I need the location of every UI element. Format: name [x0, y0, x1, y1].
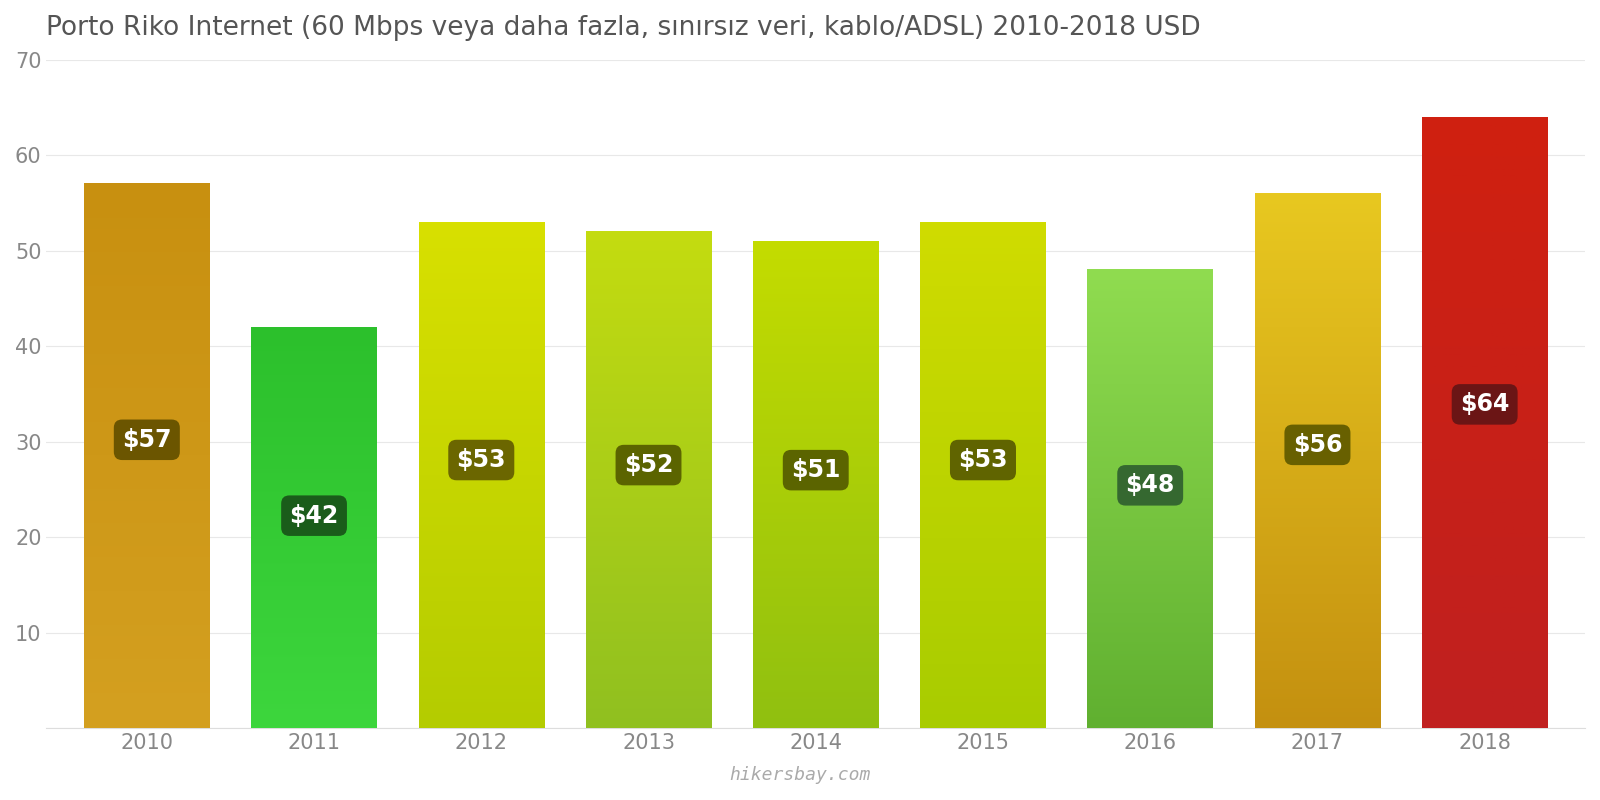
- Text: $42: $42: [290, 504, 339, 528]
- Bar: [419, 222, 544, 728]
- Text: $51: $51: [790, 458, 840, 482]
- Bar: [251, 327, 376, 728]
- Text: $48: $48: [1125, 474, 1174, 498]
- Bar: [754, 242, 878, 728]
- Text: $53: $53: [456, 448, 506, 472]
- Bar: [1422, 118, 1547, 728]
- Bar: [1254, 194, 1381, 728]
- Text: hikersbay.com: hikersbay.com: [730, 766, 870, 784]
- Text: $53: $53: [958, 448, 1008, 472]
- Text: $57: $57: [122, 428, 171, 452]
- Text: $56: $56: [1293, 433, 1342, 457]
- Bar: [85, 184, 210, 728]
- Bar: [920, 222, 1046, 728]
- Bar: [1088, 270, 1213, 728]
- Bar: [586, 232, 712, 728]
- Text: $52: $52: [624, 453, 674, 477]
- Text: $64: $64: [1459, 392, 1509, 416]
- Text: Porto Riko Internet (60 Mbps veya daha fazla, sınırsız veri, kablo/ADSL) 2010-20: Porto Riko Internet (60 Mbps veya daha f…: [46, 15, 1202, 41]
